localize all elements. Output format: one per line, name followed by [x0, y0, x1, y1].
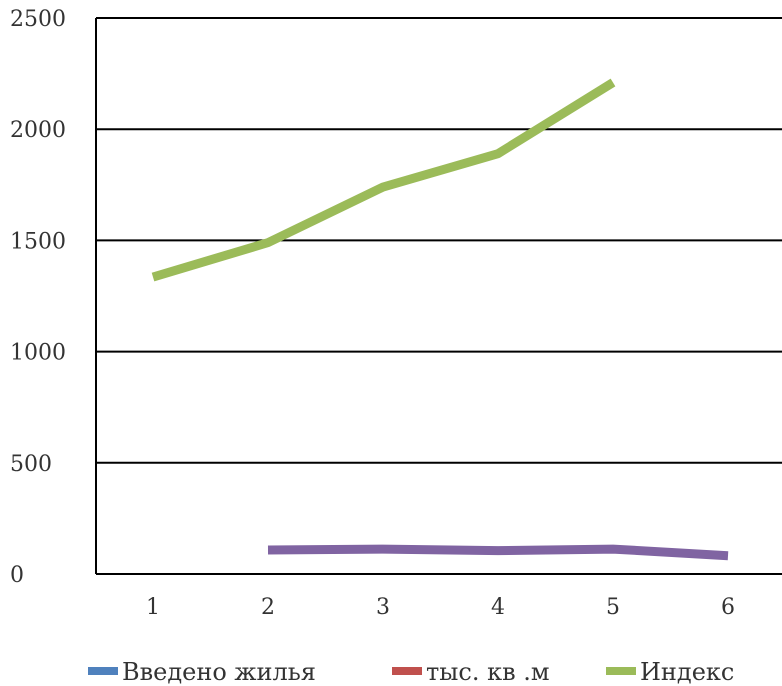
x-tick-label: 1 — [146, 595, 160, 620]
legend-item-1: тыс. кв .м — [392, 658, 550, 686]
series-line-2 — [151, 78, 616, 282]
x-tick-label: 3 — [376, 595, 390, 620]
y-tick-label: 500 — [10, 452, 52, 477]
x-tick-label: 6 — [721, 595, 735, 620]
series-lines — [151, 78, 729, 561]
y-tick-label: 1500 — [10, 229, 66, 254]
y-tick-label: 2500 — [10, 7, 66, 32]
legend-label: Индекс — [640, 658, 734, 686]
x-tick-label: 4 — [491, 595, 505, 620]
legend-swatch — [606, 667, 636, 675]
grid — [96, 17, 782, 464]
y-tick-label: 0 — [10, 563, 24, 588]
legend-item-2: Индекс — [606, 658, 734, 686]
legend-item-0: Введено жилья — [88, 658, 316, 686]
series-line-3 — [267, 544, 729, 561]
legend-swatch — [392, 667, 422, 675]
x-tick-label: 5 — [606, 595, 620, 620]
y-tick-label: 1000 — [10, 341, 66, 366]
y-tick-labels: 0 500 1000 1500 2000 2500 — [10, 7, 66, 588]
legend-label: тыс. кв .м — [426, 658, 550, 686]
x-tick-labels: 1 2 3 4 5 6 — [146, 595, 735, 620]
x-tick-label: 2 — [261, 595, 275, 620]
legend: Введено жилья тыс. кв .м Индекс — [88, 658, 734, 686]
y-tick-label: 2000 — [10, 118, 66, 143]
axes — [95, 18, 782, 575]
legend-swatch — [88, 667, 118, 675]
legend-label: Введено жилья — [122, 658, 316, 686]
